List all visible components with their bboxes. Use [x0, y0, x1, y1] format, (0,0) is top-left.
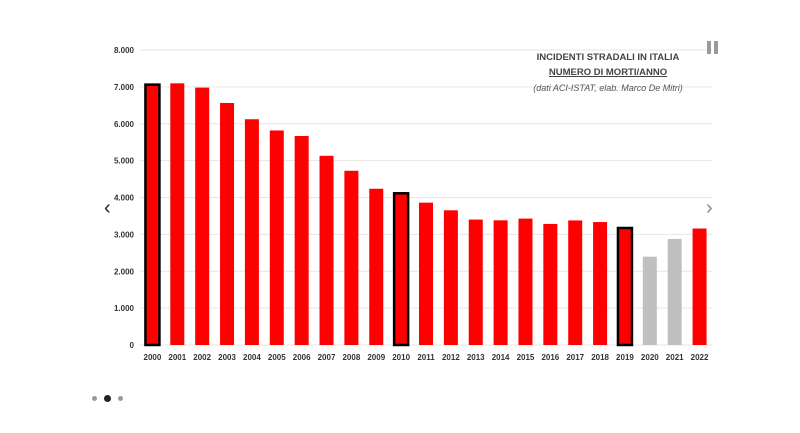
bar-2017 [568, 220, 583, 345]
x-tick-label: 2003 [218, 353, 236, 362]
bar-2005 [269, 130, 284, 345]
x-tick-label: 2001 [168, 353, 186, 362]
x-tick-label: 2013 [467, 353, 485, 362]
bar-2010 [392, 192, 410, 347]
x-tick-label: 2014 [492, 353, 510, 362]
pause-icon [707, 41, 711, 54]
x-tick-label: 2011 [417, 353, 435, 362]
x-tick-label: 2005 [268, 353, 286, 362]
y-tick-label: 1.000 [114, 304, 135, 313]
bar-2021 [667, 238, 682, 345]
chart-subtitle: NUMERO DI MORTI/ANNO [548, 67, 668, 78]
bar-2013 [468, 219, 483, 345]
y-tick-label: 6.000 [114, 120, 135, 129]
bar-2009 [369, 188, 384, 345]
x-tick-label: 2004 [243, 353, 261, 362]
bar-2007 [319, 155, 334, 345]
bar-2004 [244, 119, 259, 345]
bar-2011 [419, 202, 433, 345]
x-tick-label: 2006 [293, 353, 311, 362]
bar-2022 [692, 228, 707, 345]
y-tick-label: 4.000 [114, 194, 135, 203]
bar-2015 [518, 218, 533, 345]
x-tick-label: 2020 [641, 353, 659, 362]
x-tick-label: 2010 [392, 353, 410, 362]
bar-2016 [543, 223, 558, 345]
bar-2008 [344, 170, 359, 345]
previous-slide-button[interactable]: ‹ [104, 198, 111, 218]
x-tick-label: 2021 [666, 353, 684, 362]
x-tick-label: 2017 [566, 353, 584, 362]
bar-2019 [616, 226, 634, 347]
x-tick-label: 2000 [144, 353, 162, 362]
x-tick-label: 2012 [442, 353, 460, 362]
x-tick-label: 2018 [591, 353, 609, 362]
bar-2014 [493, 220, 508, 345]
bar-2001 [170, 83, 185, 346]
bar-2000 [144, 83, 161, 347]
y-tick-label: 0 [130, 341, 135, 350]
x-tick-label: 2008 [342, 353, 360, 362]
y-tick-label: 3.000 [114, 230, 135, 239]
chart-source: (dati ACI-ISTAT, elab. Marco De Mitri) [533, 83, 683, 93]
slide-dot-1[interactable] [92, 396, 97, 401]
slide-dot-2[interactable] [104, 395, 111, 402]
chevron-right-icon: › [706, 197, 713, 219]
x-tick-label: 2002 [193, 353, 211, 362]
bar-2002 [195, 87, 210, 346]
pause-button[interactable] [707, 41, 719, 54]
bar-2003 [220, 102, 235, 345]
y-tick-label: 5.000 [114, 157, 135, 166]
bar-2018 [593, 222, 608, 345]
bar-2020 [642, 256, 657, 345]
bar-2006 [294, 135, 309, 345]
x-tick-label: 2016 [541, 353, 559, 362]
next-slide-button[interactable]: › [706, 198, 713, 218]
pause-icon-bar [714, 41, 718, 54]
x-tick-label: 2019 [616, 353, 634, 362]
y-tick-label: 8.000 [114, 46, 135, 55]
y-tick-label: 7.000 [114, 83, 135, 92]
chevron-left-icon: ‹ [104, 197, 111, 219]
x-tick-label: 2022 [691, 353, 709, 362]
slide-dot-3[interactable] [118, 396, 123, 401]
y-tick-label: 2.000 [114, 267, 135, 276]
x-tick-label: 2015 [517, 353, 535, 362]
chart-title: INCIDENTI STRADALI IN ITALIA [536, 52, 680, 63]
bar-2012 [443, 210, 458, 345]
x-tick-label: 2009 [367, 353, 385, 362]
x-tick-label: 2007 [318, 353, 336, 362]
